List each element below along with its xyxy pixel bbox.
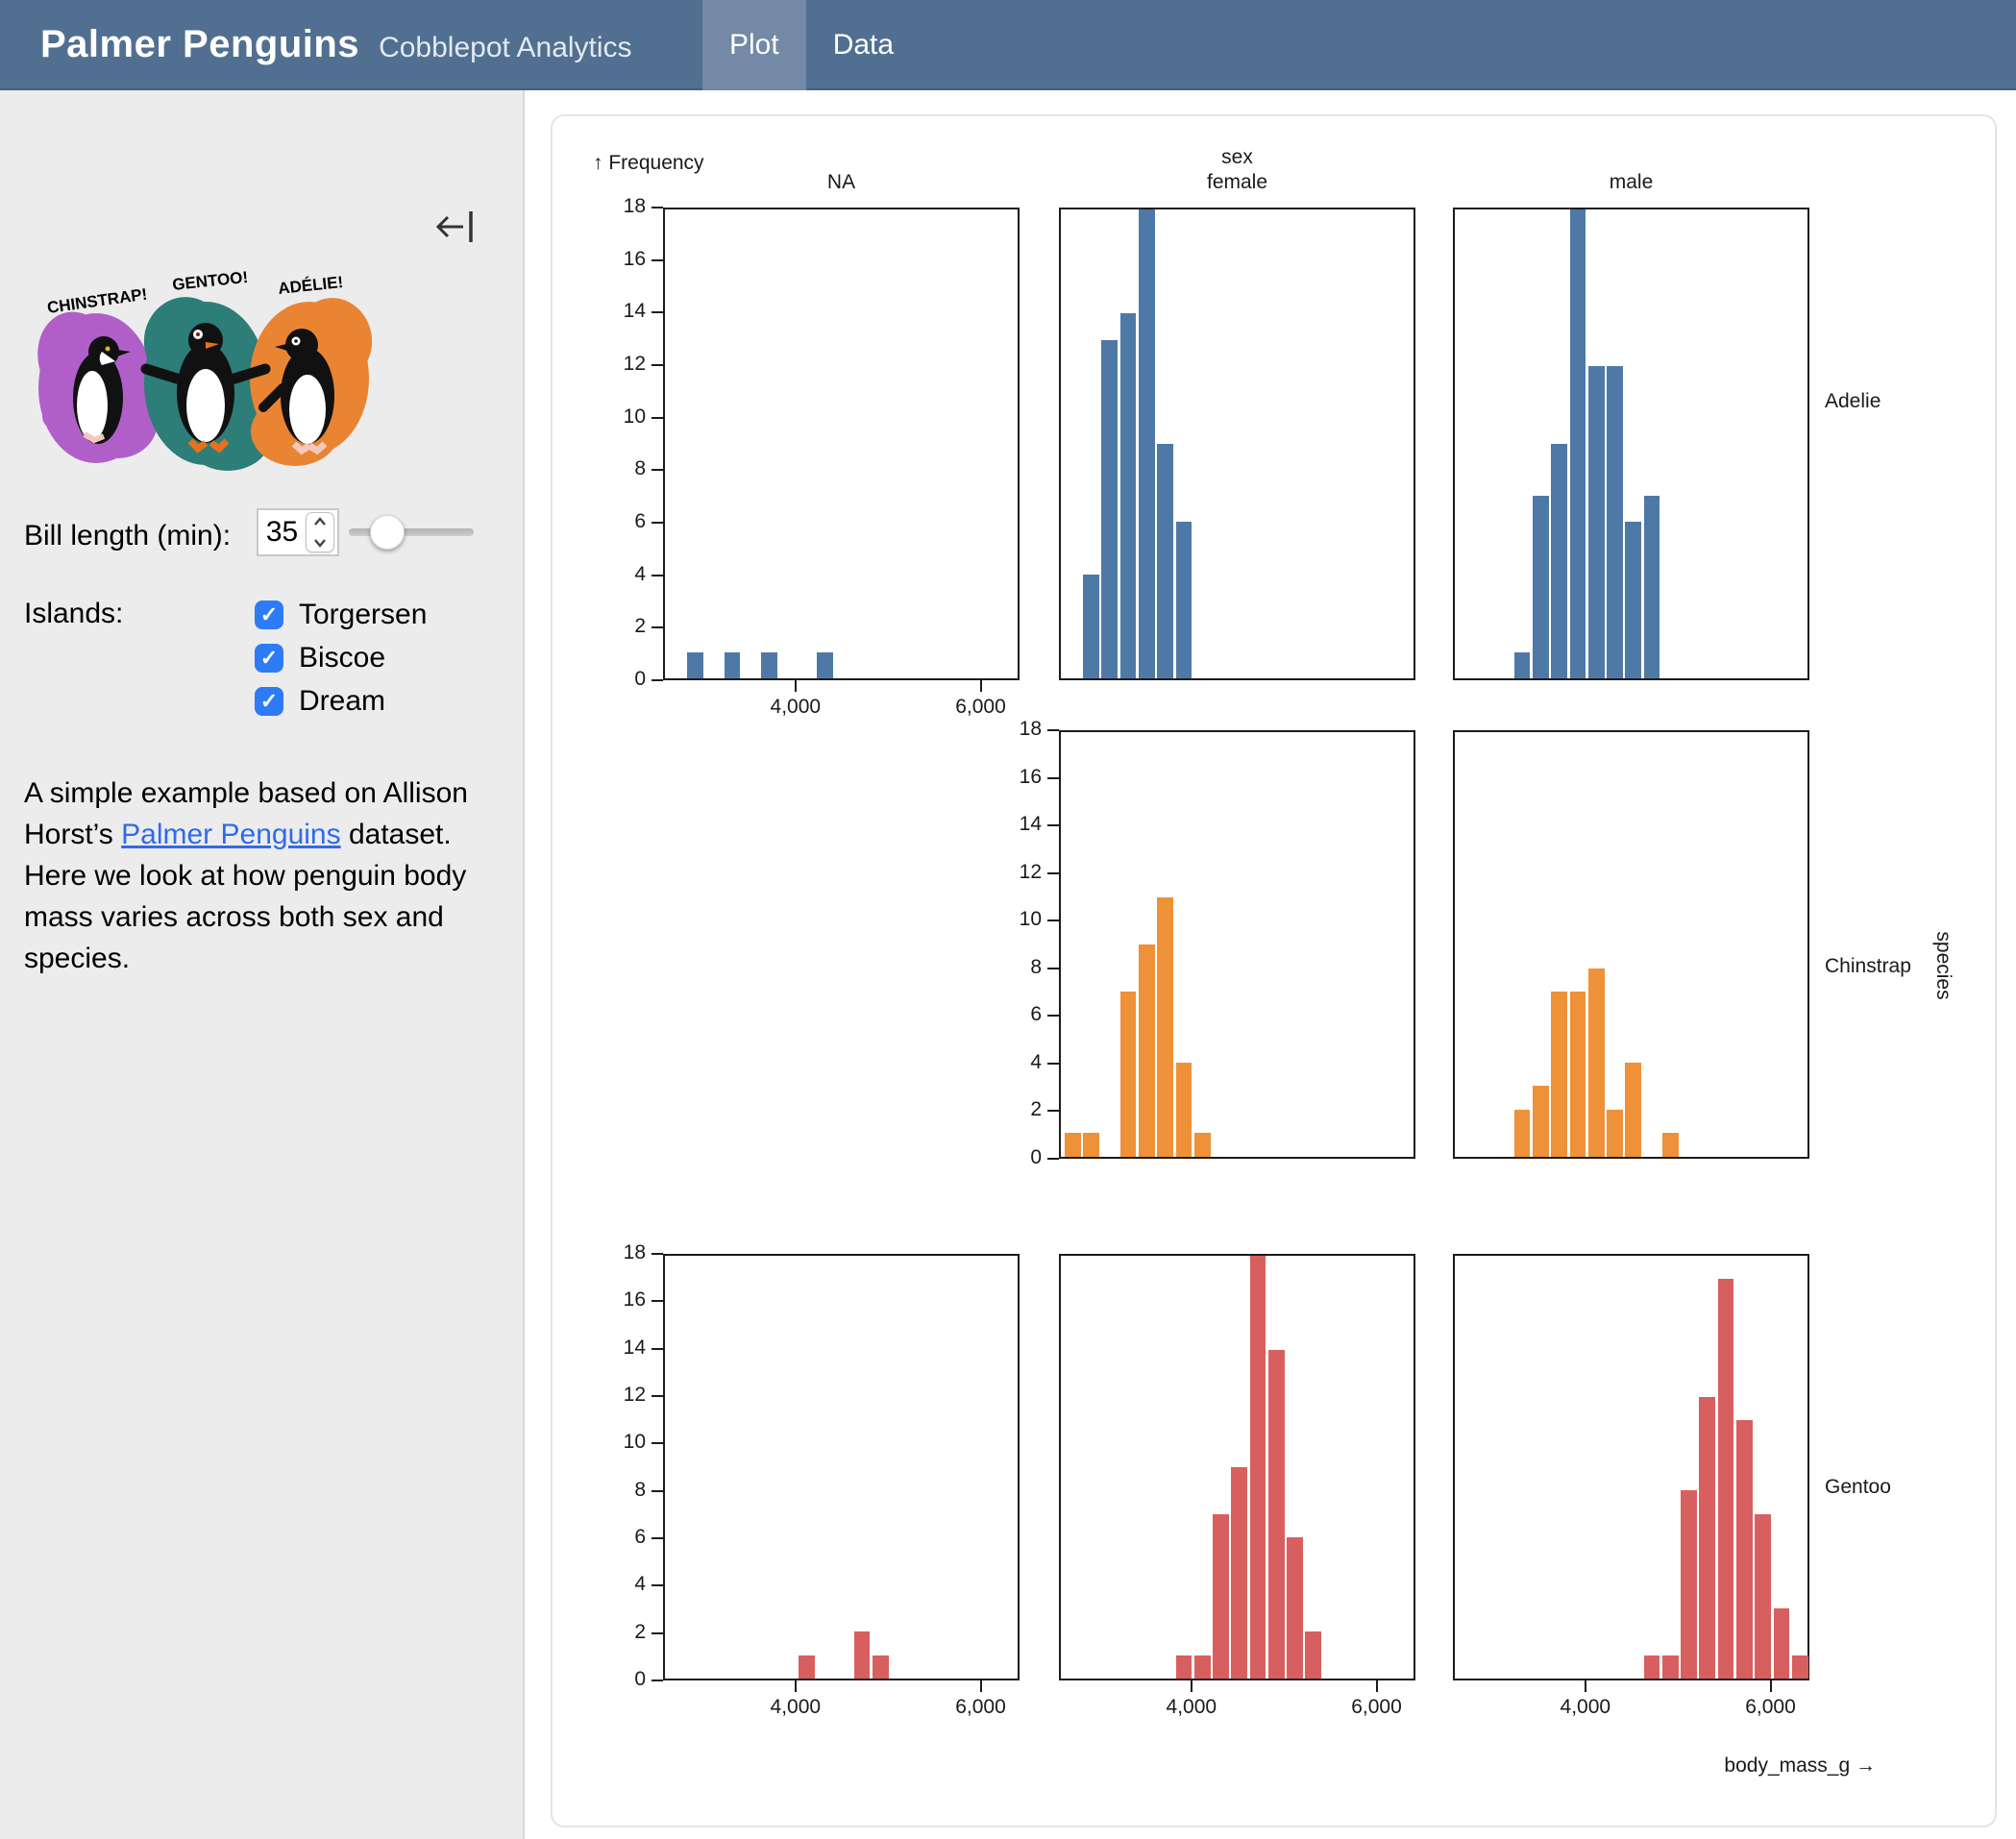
islands-checkbox-list: ✓ Torgersen ✓ Biscoe ✓ Dream [255,593,427,723]
sidebar-collapse-button[interactable] [434,208,479,246]
bill-length-control: Bill length (min): 35 [24,508,504,558]
artwork-label-adelie: ADÉLIE! [277,273,344,298]
checkbox-checked-icon[interactable]: ✓ [255,600,283,629]
bill-length-input[interactable]: 35 [257,508,339,556]
checkbox-label-torgersen: Torgersen [299,598,428,630]
description-text: A simple example based on Allison Horst’… [24,777,468,850]
artwork-label-chinstrap: CHINSTRAP! [46,285,148,317]
islands-label: Islands: [24,598,124,629]
bill-length-label: Bill length (min): [24,520,232,552]
checkbox-checked-icon[interactable]: ✓ [255,686,283,716]
checkbox-checked-icon[interactable]: ✓ [255,643,283,673]
app-title: Palmer Penguins [40,22,360,65]
description-text: dataset. Here we look at how penguin bod… [24,819,467,974]
artwork-label-gentoo: GENTOO! [171,268,249,294]
app-subtitle: Cobblepot Analytics [379,31,632,63]
tab-plot[interactable]: Plot [702,0,806,90]
bill-length-value: 35 [265,516,299,548]
palmer-penguins-link[interactable]: Palmer Penguins [121,819,341,850]
checkbox-label-biscoe: Biscoe [299,641,386,674]
chevron-up-icon[interactable] [311,515,329,530]
bill-length-stepper[interactable] [306,512,334,552]
checkbox-torgersen[interactable]: ✓ Torgersen [255,593,427,636]
app-header: Palmer Penguins Cobblepot Analytics Plot… [0,0,2016,90]
adelie-penguin [258,329,334,455]
checkbox-dream[interactable]: ✓ Dream [255,679,427,723]
sidebar: CHINSTRAP! GENTOO! ADÉLIE! Bill length (… [0,90,525,1839]
title-block: Palmer Penguins Cobblepot Analytics [40,23,632,66]
tab-data[interactable]: Data [832,29,895,61]
bill-length-slider-thumb[interactable] [370,515,405,550]
tab-strip: Plot Data [702,0,921,90]
bill-length-slider[interactable] [349,515,474,550]
collapse-sidebar-icon [435,211,473,242]
checkbox-label-dream: Dream [299,684,386,717]
chevron-down-icon[interactable] [311,534,329,550]
sidebar-description: A simple example based on Allison Horst’… [24,772,516,979]
checkbox-biscoe[interactable]: ✓ Biscoe [255,636,427,679]
gentoo-penguin [140,323,271,454]
plot-card [551,114,1997,1827]
penguins-artwork-image: CHINSTRAP! GENTOO! ADÉLIE! [21,244,377,475]
chinstrap-penguin [73,336,131,444]
